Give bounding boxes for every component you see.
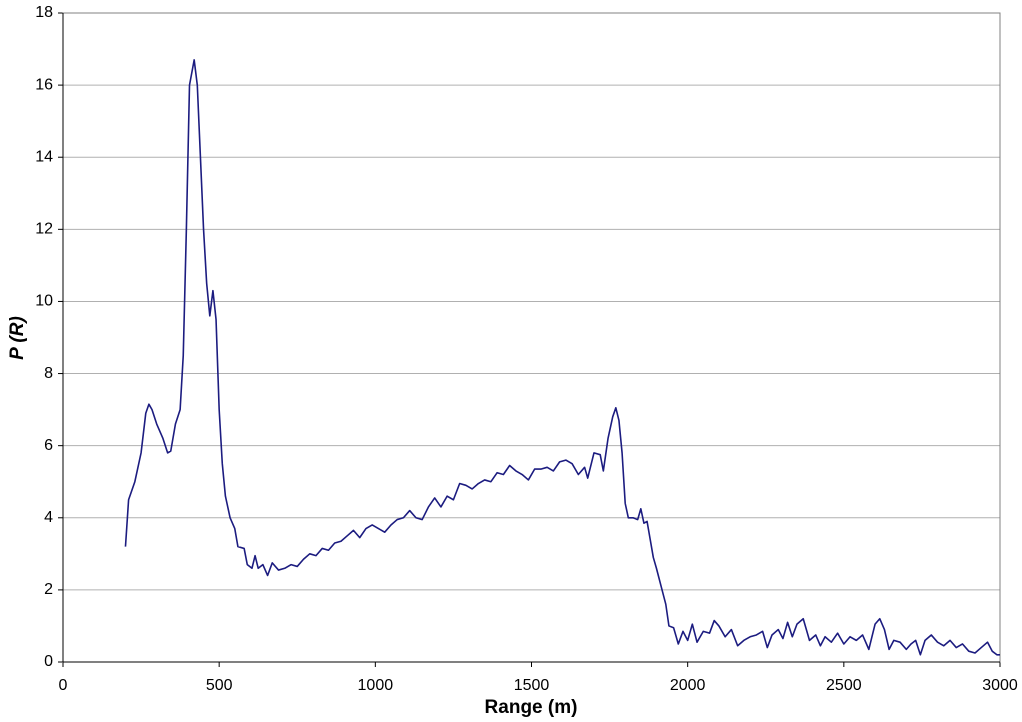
y-tick-label: 0 [44, 653, 53, 670]
y-axis-title: P (R) [7, 316, 28, 360]
y-tick-label: 16 [35, 76, 53, 93]
x-tick-label: 2500 [826, 677, 862, 694]
x-tick-label: 3000 [982, 677, 1018, 694]
x-tick-label: 500 [206, 677, 233, 694]
x-tick-label: 2000 [670, 677, 706, 694]
y-tick-label: 4 [44, 509, 53, 526]
x-tick-label: 0 [59, 677, 68, 694]
y-tick-label: 6 [44, 437, 53, 454]
y-tick-label: 2 [44, 581, 53, 598]
y-tick-label: 10 [35, 293, 53, 310]
plot-frame [62, 12, 1001, 663]
y-tick-label: 12 [35, 221, 53, 238]
y-tick-label: 14 [35, 148, 53, 165]
x-tick-label: 1500 [514, 677, 550, 694]
x-tick-label: 1000 [358, 677, 394, 694]
y-tick-label: 8 [44, 365, 53, 382]
y-tick-label: 18 [35, 4, 53, 21]
data-line [124, 59, 1000, 656]
x-axis-title: Range (m) [485, 697, 578, 718]
